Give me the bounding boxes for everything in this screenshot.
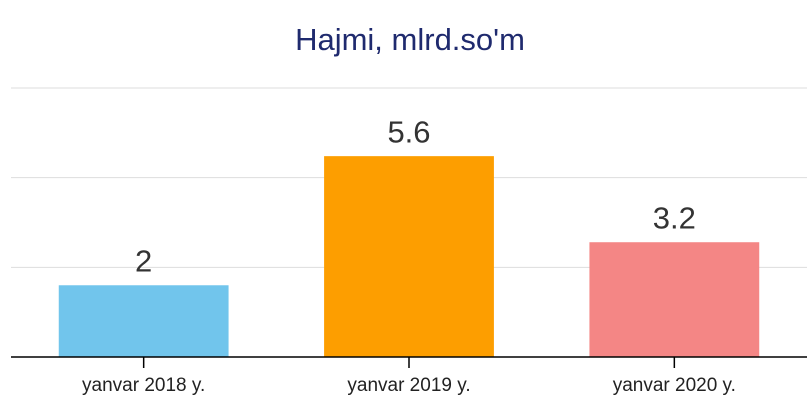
x-tick-label: yanvar 2018 y.: [82, 375, 205, 396]
chart-title: Hajmi, mlrd.so'm: [295, 22, 525, 57]
data-label: 3.2: [653, 200, 696, 235]
x-tick-label: yanvar 2019 y.: [347, 375, 470, 396]
x-tick-label: yanvar 2020 y.: [613, 375, 736, 396]
bar: [58, 285, 229, 357]
bar: [324, 156, 494, 357]
data-label: 5.6: [387, 114, 430, 149]
bar: [589, 242, 760, 357]
data-label: 2: [135, 243, 152, 278]
